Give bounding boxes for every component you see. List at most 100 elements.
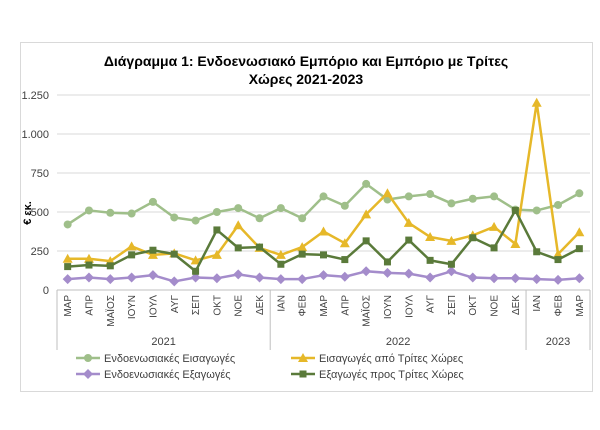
data-point — [339, 238, 350, 248]
data-point — [148, 197, 157, 206]
data-point — [489, 221, 500, 231]
y-tick-label: 1.250 — [21, 90, 49, 102]
x-tick-label: ΑΥΓ — [426, 295, 437, 314]
data-point — [490, 244, 498, 252]
data-point — [170, 213, 179, 222]
data-point — [298, 214, 307, 223]
data-point — [276, 204, 285, 213]
legend-item: Εξαγωγές προς Τρίτες Χώρες — [291, 369, 464, 381]
data-point — [575, 189, 584, 198]
chart-border — [20, 42, 593, 392]
data-point — [106, 262, 114, 270]
data-point — [298, 250, 306, 258]
data-point — [510, 273, 521, 284]
x-tick-label: ΙΟΥΝ — [383, 295, 394, 319]
x-tick-label: ΝΟΕ — [490, 295, 501, 317]
data-point — [211, 249, 222, 259]
series-2 — [62, 97, 585, 266]
data-point — [297, 274, 308, 285]
year-label: 2023 — [546, 336, 570, 348]
x-tick-label: ΣΕΠ — [191, 295, 202, 315]
data-point — [382, 188, 393, 198]
series-4 — [64, 206, 583, 275]
data-point — [532, 206, 541, 215]
data-point — [362, 237, 370, 245]
data-point — [212, 208, 221, 216]
data-point — [510, 238, 521, 248]
data-point — [553, 249, 564, 259]
data-point — [83, 272, 94, 283]
data-point — [63, 220, 72, 229]
data-point — [233, 220, 244, 230]
legend-marker — [299, 370, 307, 378]
data-point — [554, 200, 563, 209]
data-point — [403, 268, 414, 279]
data-point — [383, 258, 391, 266]
legend-label: Εισαγωγές από Τρίτες Χώρες — [319, 353, 463, 365]
legend-item: Ενδοενωσιακές Εισαγωγές — [76, 353, 235, 365]
data-point — [553, 274, 564, 285]
data-point — [382, 267, 393, 278]
data-point — [213, 226, 221, 234]
x-tick-label: ΝΟΕ — [234, 295, 245, 317]
data-point — [62, 253, 73, 263]
data-point — [126, 272, 137, 283]
y-axis-label: € εκ. — [22, 201, 34, 225]
data-point — [126, 241, 137, 251]
data-point — [191, 216, 200, 225]
data-point — [531, 97, 542, 107]
data-point — [490, 192, 499, 201]
data-point — [574, 273, 585, 284]
data-point — [147, 249, 158, 259]
data-point — [404, 192, 413, 201]
legend-marker — [84, 354, 92, 362]
y-tick-labels: 0 250 500 750 1.000 1.250 — [21, 90, 49, 297]
data-point — [446, 266, 457, 277]
x-tick-label: ΑΠΡ — [340, 295, 351, 316]
chart-title-line-1: Διάγραμμα 1: Ενδοενωσιακό Εμπόριο και Εμ… — [104, 53, 508, 69]
data-point — [574, 227, 585, 237]
data-point — [362, 179, 371, 188]
data-point — [426, 256, 434, 264]
data-point — [554, 256, 562, 264]
x-tick-label: ΟΚΤ — [212, 295, 223, 316]
x-tick-label: ΟΚΤ — [468, 295, 479, 316]
legend-label: Ενδοενωσιακές Εξαγωγές — [104, 369, 231, 381]
y-tick-label: 250 — [31, 246, 49, 258]
y-tick-label: 500 — [31, 207, 49, 219]
x-tick-label: ΦΕΒ — [554, 295, 565, 317]
data-point — [533, 248, 541, 256]
chart-title-line-2: Χώρες 2021-2023 — [249, 71, 364, 87]
legend-item: Εισαγωγές από Τρίτες Χώρες — [291, 353, 463, 365]
data-point — [64, 263, 72, 271]
data-point — [147, 270, 158, 281]
data-point — [149, 246, 157, 254]
year-label: 2021 — [151, 336, 175, 348]
data-point — [361, 266, 372, 277]
data-point — [234, 244, 242, 252]
data-point — [320, 251, 327, 259]
data-point — [339, 271, 350, 282]
data-point — [468, 194, 477, 203]
series-group — [62, 97, 585, 287]
data-point — [256, 243, 264, 251]
legend-label: Εξαγωγές προς Τρίτες Χώρες — [319, 369, 464, 381]
data-point — [234, 204, 243, 213]
x-tick-label: ΙΟΥΛ — [148, 295, 159, 318]
data-point — [84, 206, 93, 215]
data-point — [318, 226, 329, 236]
data-point — [190, 272, 201, 283]
data-point — [319, 192, 328, 201]
data-point — [340, 201, 349, 210]
data-point — [469, 234, 477, 242]
data-point — [254, 272, 265, 283]
data-point — [403, 217, 414, 227]
data-point — [467, 272, 478, 283]
legend: Ενδοενωσιακές Εισαγωγές Εισαγωγές από Τρί… — [76, 353, 464, 381]
x-axis: ΜΑΡ ΑΠΡ ΜΑΪΟΣ ΙΟΥΝ ΙΟΥΛ ΑΥΓ ΣΕΠ ΟΚΤ ΝΟΕ ΔΕΚ ΙΑΝ ΦΕΒ… — [56, 290, 591, 350]
data-point — [62, 274, 73, 285]
x-tick-label: ΜΑΪΟΣ — [361, 295, 373, 327]
data-point — [105, 274, 116, 285]
data-point — [297, 242, 308, 252]
